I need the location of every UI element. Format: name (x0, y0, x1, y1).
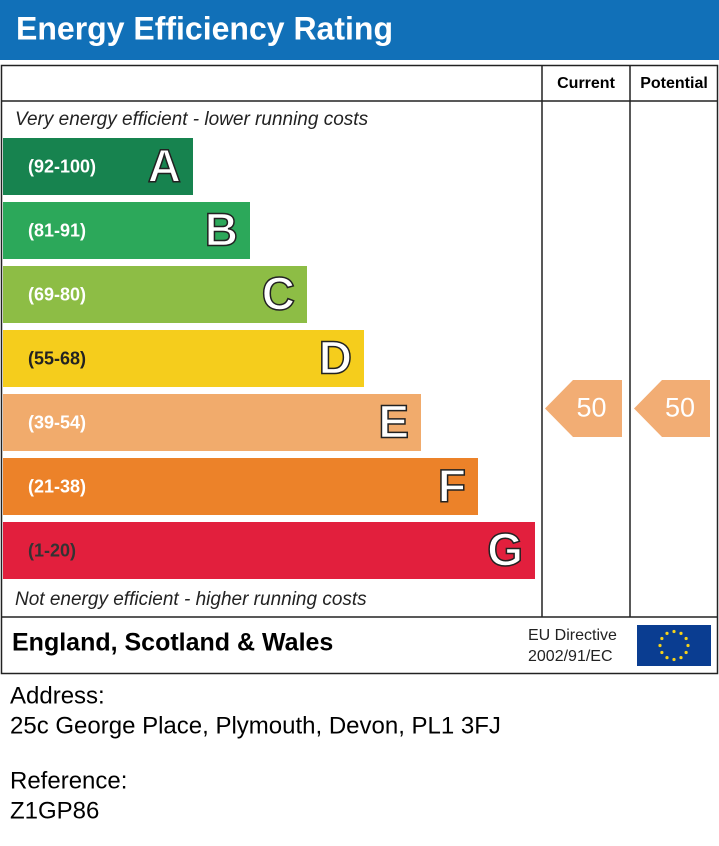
band-range: (55-68) (28, 348, 86, 368)
directive: 2002/91/EC (528, 648, 613, 665)
column-header: Potential (640, 75, 708, 92)
rating-arrow (634, 380, 710, 437)
eu-flag (637, 625, 711, 666)
band-letter: E (378, 396, 409, 448)
rating-arrow (545, 380, 622, 437)
star (658, 643, 662, 648)
star (665, 631, 669, 635)
star (684, 650, 688, 655)
star (679, 631, 683, 635)
star (686, 643, 690, 648)
star (665, 656, 669, 660)
band-bar (3, 266, 307, 323)
band-range: (1-20) (28, 540, 76, 560)
band-range: (39-54) (28, 412, 86, 432)
band-letter: G (487, 524, 523, 576)
band-letter: D (319, 332, 352, 384)
reference: Z1GP86 (10, 797, 99, 824)
rating-value: 50 (576, 393, 606, 423)
band-bar (3, 330, 364, 387)
band-bar (3, 202, 250, 259)
band-range: (69-80) (28, 284, 86, 304)
frame (0, 64, 719, 675)
band-bar (3, 138, 193, 195)
band-range: (21-38) (28, 476, 86, 496)
band-range: (81-91) (28, 220, 86, 240)
star (684, 636, 688, 641)
star (672, 657, 676, 662)
band-bar (3, 394, 421, 451)
directive: EU Directive (528, 627, 617, 644)
reference-label: Reference: (10, 767, 127, 794)
top-note: Very energy efficient - lower running co… (15, 109, 369, 130)
region: England, Scotland & Wales (12, 629, 333, 657)
band-bar (3, 522, 535, 579)
band-letter: F (438, 460, 466, 512)
address: 25c George Place, Plymouth, Devon, PL1 3… (10, 712, 501, 739)
bottom-note: Not energy efficient - higher running co… (15, 589, 367, 610)
star (660, 650, 664, 655)
rating-value: 50 (665, 393, 695, 423)
column-header: Current (557, 75, 615, 92)
star (672, 629, 676, 634)
band-range: (92-100) (28, 156, 96, 176)
address-label: Address: (10, 682, 105, 709)
star (660, 636, 664, 641)
title: Energy Efficiency Rating (16, 10, 393, 46)
band-bar (3, 458, 478, 515)
header-bar (0, 0, 719, 60)
band-letter: C (262, 268, 295, 320)
star (679, 656, 683, 660)
band-letter: A (148, 140, 181, 192)
band-letter: B (205, 204, 238, 256)
